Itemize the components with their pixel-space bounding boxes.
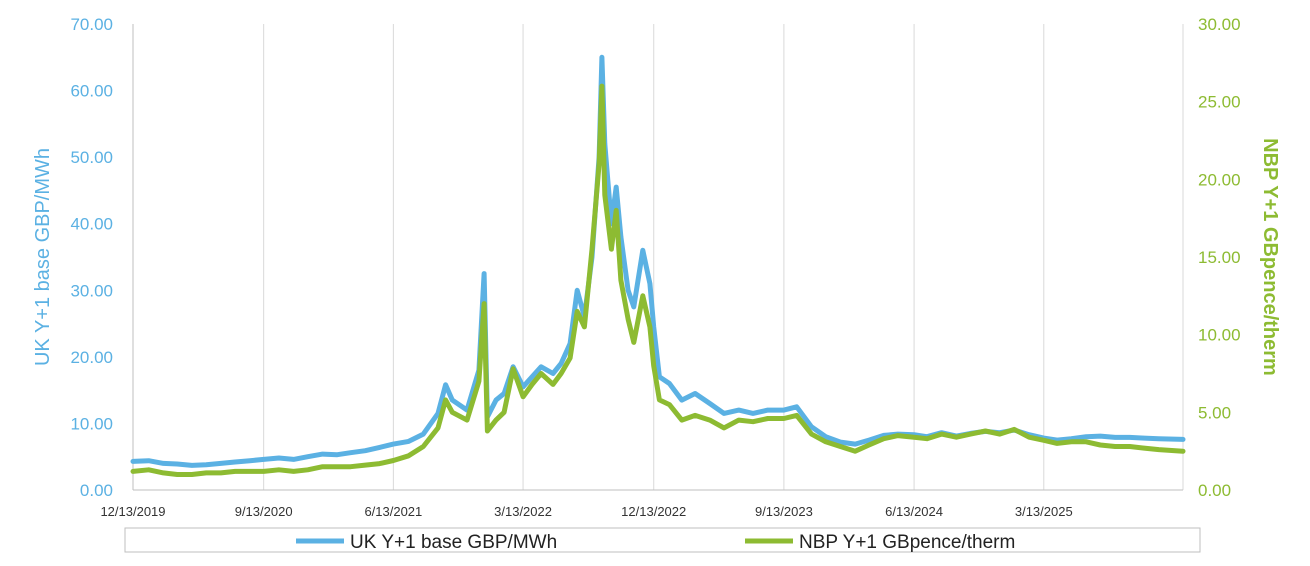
left-tick-label: 10.00	[70, 414, 113, 433]
right-tick-label: 5.00	[1198, 403, 1231, 422]
right-axis-label: NBP Y+1 GBpence/therm	[1259, 138, 1281, 376]
left-axis-label: UK Y+1 base GBP/MWh	[32, 148, 54, 366]
right-tick-label: 15.00	[1198, 248, 1241, 267]
left-tick-label: 40.00	[70, 215, 113, 234]
x-tick-label: 9/13/2020	[235, 504, 293, 519]
right-tick-label: 10.00	[1198, 326, 1241, 345]
axes	[132, 24, 1183, 491]
x-tick-label: 9/13/2023	[755, 504, 813, 519]
legend-box	[124, 527, 1201, 553]
left-axis-tick-labels: 0.00 10.00 20.00 30.00 40.00 50.00 60.00 70.00	[70, 15, 113, 500]
left-tick-label: 0.00	[80, 481, 113, 500]
series-lines	[130, 54, 1186, 477]
x-tick-label: 3/13/2025	[1015, 504, 1073, 519]
series-line-nbp-gas	[130, 83, 1186, 477]
right-tick-label: 25.00	[1198, 93, 1241, 112]
right-tick-label: 0.00	[1198, 481, 1231, 500]
x-tick-label: 12/13/2022	[621, 504, 686, 519]
left-tick-label: 30.00	[70, 281, 113, 300]
left-tick-label: 60.00	[70, 82, 113, 101]
x-axis-tick-labels: 12/13/2019 9/13/2020 6/13/2021 3/13/2022 12/…	[100, 504, 1072, 519]
legend: UK Y+1 base GBP/MWh NBP Y+1 GBpence/ther…	[124, 527, 1201, 553]
x-tick-label: 6/13/2021	[364, 504, 422, 519]
right-axis-tick-labels: 0.00 5.00 10.00 15.00 20.00 25.00 30.00	[1198, 15, 1241, 500]
left-tick-label: 70.00	[70, 15, 113, 34]
legend-label-nbp-gas: NBP Y+1 GBpence/therm	[799, 532, 1015, 553]
vertical-gridlines	[132, 24, 1184, 490]
right-tick-label: 20.00	[1198, 170, 1241, 189]
x-tick-label: 12/13/2019	[100, 504, 165, 519]
left-tick-label: 50.00	[70, 148, 113, 167]
right-tick-label: 30.00	[1198, 15, 1241, 34]
x-tick-label: 6/13/2024	[885, 504, 943, 519]
x-tick-label: 3/13/2022	[494, 504, 552, 519]
legend-label-uk-power: UK Y+1 base GBP/MWh	[350, 532, 557, 553]
left-tick-label: 20.00	[70, 348, 113, 367]
